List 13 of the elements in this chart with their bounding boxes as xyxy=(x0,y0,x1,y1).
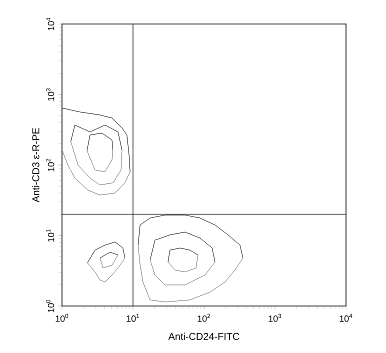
x-tick-label: 10$^{2}$ xyxy=(198,314,210,322)
y-tick-label: 10$^{4}$ xyxy=(46,18,54,30)
x-tick-label: 10$^{4}$ xyxy=(340,314,352,322)
x-tick-label: 10$^{0}$ xyxy=(56,314,68,322)
y-tick-label: 10$^{0}$ xyxy=(46,300,54,312)
y-axis-title: Anti-CD3 ε-R-PE xyxy=(32,128,40,202)
x-tick-label: 10$^{1}$ xyxy=(126,314,140,322)
x-tick-label: 10$^{3}$ xyxy=(268,314,282,322)
y-tick-label: 10$^{1}$ xyxy=(46,229,54,242)
y-tick-label: 10$^{3}$ xyxy=(46,88,54,101)
y-tick-label: 10$^{2}$ xyxy=(46,158,54,172)
line-series xyxy=(100,254,118,268)
x-axis-title: Anti-CD24-FITC xyxy=(168,332,240,340)
